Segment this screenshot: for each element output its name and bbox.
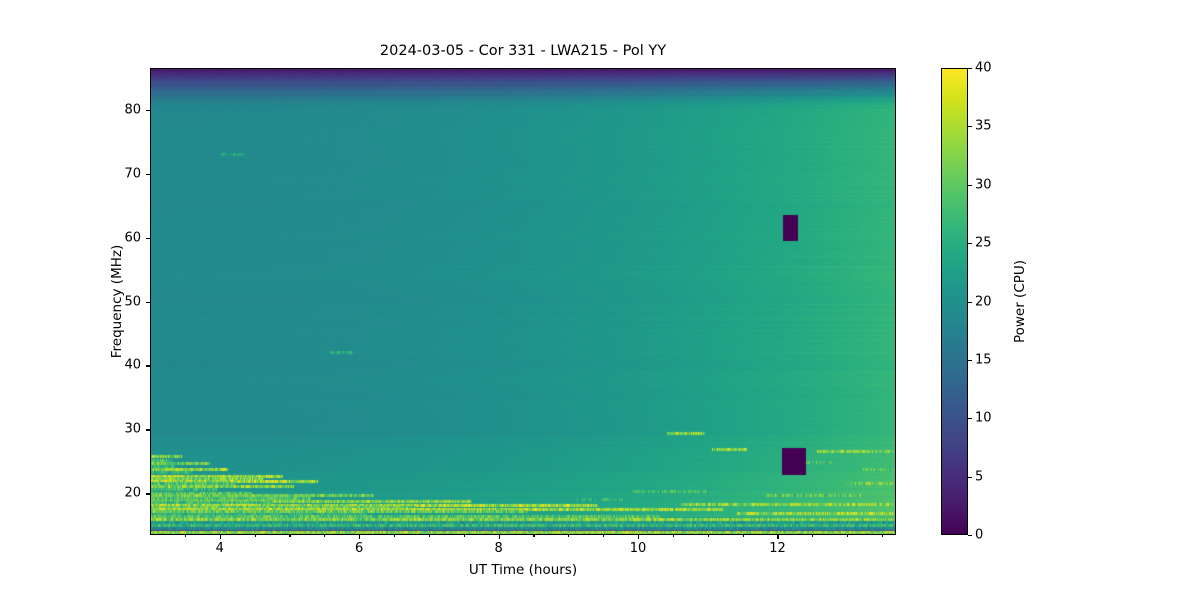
colorbar-tick-mark bbox=[968, 243, 972, 245]
colorbar-tick-label: 35 bbox=[975, 118, 992, 134]
colorbar-tick-mark bbox=[968, 418, 972, 420]
spectrogram-image bbox=[151, 69, 895, 534]
colorbar-tick-mark bbox=[968, 184, 972, 186]
y-tick-label: 70 bbox=[124, 166, 141, 182]
x-tick-minor bbox=[289, 535, 291, 538]
y-tick-label: 20 bbox=[124, 485, 141, 501]
x-tick-minor bbox=[812, 535, 814, 538]
y-tick-mark bbox=[146, 493, 150, 495]
x-tick-minor bbox=[568, 535, 570, 538]
x-tick-label: 10 bbox=[629, 541, 647, 556]
colorbar-tick-mark bbox=[968, 476, 972, 478]
y-tick-mark bbox=[146, 301, 150, 303]
colorbar-tick-label: 5 bbox=[975, 469, 984, 485]
x-tick-minor bbox=[463, 535, 465, 538]
colorbar-tick-mark bbox=[968, 359, 972, 361]
x-tick-minor bbox=[707, 535, 709, 538]
colorbar-tick-mark bbox=[968, 301, 972, 303]
y-tick-label: 50 bbox=[124, 294, 141, 309]
x-tick-minor bbox=[254, 535, 256, 538]
x-tick-label: 6 bbox=[355, 541, 364, 556]
y-tick-label: 60 bbox=[124, 230, 141, 246]
colorbar-tick-label: 25 bbox=[975, 235, 992, 251]
colorbar-tick-label: 0 bbox=[975, 527, 984, 543]
x-tick-minor bbox=[672, 535, 674, 538]
x-tick-minor bbox=[742, 535, 744, 538]
x-tick-minor bbox=[882, 535, 884, 538]
colorbar-tick-mark bbox=[968, 535, 972, 537]
x-tick-minor bbox=[603, 535, 605, 538]
x-tick-mark bbox=[777, 535, 779, 539]
y-tick-mark bbox=[146, 365, 150, 367]
y-tick-label: 30 bbox=[124, 421, 141, 437]
y-tick-mark bbox=[146, 109, 150, 111]
x-tick-label: 4 bbox=[215, 541, 224, 556]
x-tick-minor bbox=[533, 535, 535, 538]
colorbar-tick-label: 15 bbox=[975, 352, 992, 368]
x-tick-minor bbox=[184, 535, 186, 538]
x-axis-label: UT Time (hours) bbox=[468, 562, 578, 578]
y-tick-mark bbox=[146, 173, 150, 175]
colorbar-tick-label: 30 bbox=[975, 177, 992, 193]
y-tick-label: 40 bbox=[124, 357, 141, 373]
colorbar-tick-mark bbox=[968, 68, 972, 70]
x-tick-mark bbox=[498, 535, 500, 539]
x-tick-minor bbox=[847, 535, 849, 538]
x-tick-label: 8 bbox=[494, 541, 503, 556]
y-tick-label: 80 bbox=[124, 102, 141, 118]
y-axis-label: Frequency (MHz) bbox=[109, 244, 125, 359]
x-tick-mark bbox=[638, 535, 640, 539]
page-title: 2024-03-05 - Cor 331 - LWA215 - Pol YY bbox=[379, 43, 667, 59]
colorbar-tick-label: 10 bbox=[975, 410, 992, 426]
colorbar-label: Power (CPU) bbox=[1012, 259, 1028, 344]
y-tick-mark bbox=[146, 237, 150, 239]
x-tick-minor bbox=[394, 535, 396, 538]
colorbar-tick-mark bbox=[968, 126, 972, 128]
x-tick-minor bbox=[324, 535, 326, 538]
x-tick-mark bbox=[219, 535, 221, 539]
colorbar-tick-label: 20 bbox=[975, 294, 992, 309]
colorbar-gradient bbox=[942, 69, 967, 534]
colorbar bbox=[941, 68, 968, 535]
colorbar-tick-label: 40 bbox=[975, 60, 992, 76]
x-tick-mark bbox=[359, 535, 361, 539]
x-tick-label: 12 bbox=[769, 541, 786, 556]
x-tick-minor bbox=[428, 535, 430, 538]
y-tick-mark bbox=[146, 429, 150, 431]
spectrogram-axes bbox=[150, 68, 896, 535]
